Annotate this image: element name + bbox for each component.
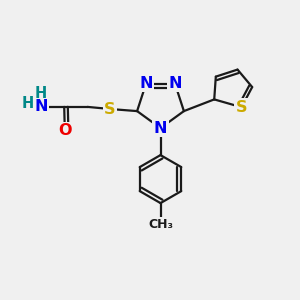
Text: N: N: [168, 76, 182, 91]
Text: N: N: [34, 99, 48, 114]
Text: H: H: [22, 96, 34, 111]
Text: N: N: [154, 121, 167, 136]
Text: S: S: [236, 100, 247, 115]
Text: N: N: [139, 76, 153, 91]
Text: O: O: [58, 123, 72, 138]
Text: H: H: [35, 86, 47, 101]
Text: CH₃: CH₃: [148, 218, 173, 231]
Text: S: S: [104, 101, 116, 116]
